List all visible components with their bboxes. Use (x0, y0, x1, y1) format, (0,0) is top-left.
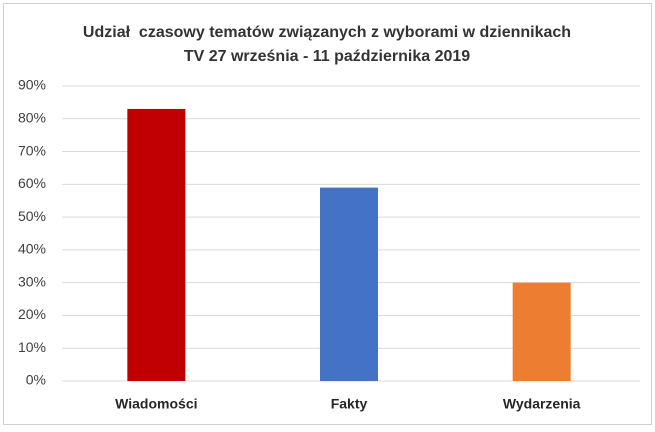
y-tick-label: 80% (18, 109, 46, 125)
y-tick-label: 30% (18, 273, 46, 289)
bar (512, 282, 571, 381)
x-tick-label: Wydarzenia (503, 396, 581, 412)
y-tick-label: 0% (26, 372, 46, 388)
bar (127, 108, 186, 381)
x-tick-label: Fakty (331, 396, 368, 412)
y-tick-label: 90% (18, 77, 46, 93)
chart-title: TV 27 września - 11 października 2019 (184, 48, 470, 65)
y-tick-label: 40% (18, 241, 46, 257)
y-tick-label: 20% (18, 306, 46, 322)
y-tick-label: 10% (18, 339, 46, 355)
x-tick-label: Wiadomości (115, 396, 197, 412)
y-tick-label: 50% (18, 208, 46, 224)
y-tick-label: 60% (18, 175, 46, 191)
y-tick-label: 70% (18, 142, 46, 158)
chart-title: Udział czasowy tematów związanych z wybo… (83, 24, 571, 41)
bar (320, 187, 378, 381)
